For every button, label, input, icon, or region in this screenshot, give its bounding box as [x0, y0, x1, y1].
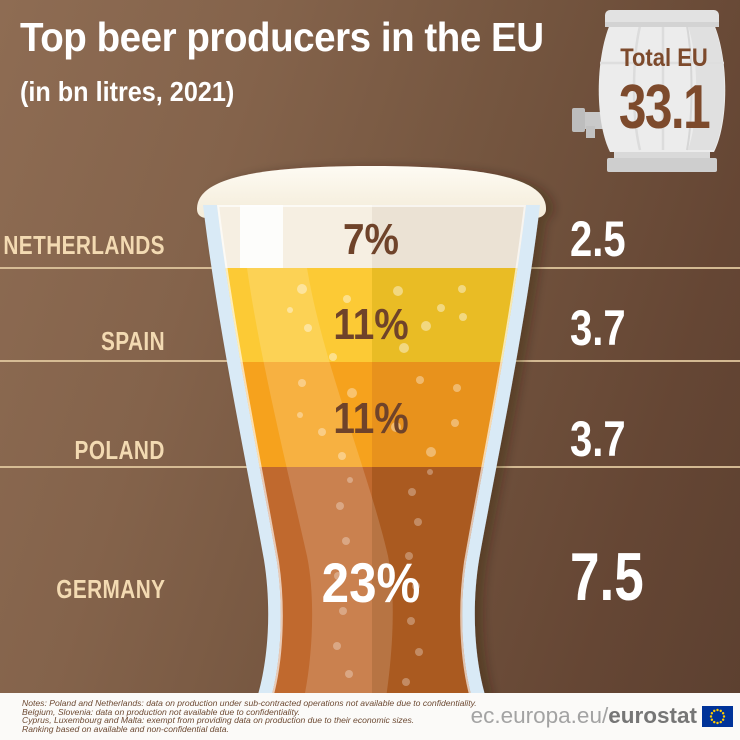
share-netherlands: 7% [343, 215, 399, 264]
bubbles-orange [297, 376, 461, 460]
page-subtitle: (in bn litres, 2021) [20, 76, 235, 107]
bubbles-amber [333, 469, 433, 686]
glass-reflection [247, 268, 393, 698]
total-eu-value: 33.1 [618, 73, 711, 142]
share-spain: 11% [333, 300, 409, 349]
footnote-line: Belgium, Slovenia: data on production no… [22, 706, 300, 717]
footnotes: Notes: Poland and Netherlands: data on p… [22, 699, 477, 733]
foam-highlight [240, 205, 283, 268]
beer-band-yellow [217, 268, 372, 362]
eu-flag-icon [702, 705, 733, 727]
eurostat-website: ec.europa.eu/eurostat [471, 703, 733, 729]
share-germany: 23% [321, 551, 421, 614]
website-url: ec.europa.eu/ [470, 703, 609, 728]
page-title: Top beer producers in the EU [20, 14, 544, 60]
barrel-icon [572, 10, 726, 172]
total-eu-label: Total EU [620, 44, 708, 72]
footnote-line: Notes: Poland and Netherlands: data on p… [22, 698, 477, 708]
country-label-spain: SPAIN [100, 326, 165, 356]
volume-spain: 3.7 [570, 300, 626, 356]
country-label-germany: GERMANY [55, 574, 165, 604]
footnote-line: Cyprus, Luxembourg and Malta: exempt fro… [22, 715, 415, 725]
country-label-poland: POLAND [74, 435, 165, 465]
footer-strip [0, 693, 740, 740]
volume-netherlands: 2.5 [570, 211, 626, 267]
country-label-netherlands: NETHERLANDS [3, 230, 165, 260]
bubbles-yellow [287, 284, 467, 361]
footnote-line: Ranking based on available and non-confi… [22, 723, 229, 734]
share-poland: 11% [333, 394, 409, 443]
website-url-brand: eurostat [608, 703, 697, 728]
volume-germany: 7.5 [570, 539, 644, 615]
volume-poland: 3.7 [570, 411, 626, 467]
